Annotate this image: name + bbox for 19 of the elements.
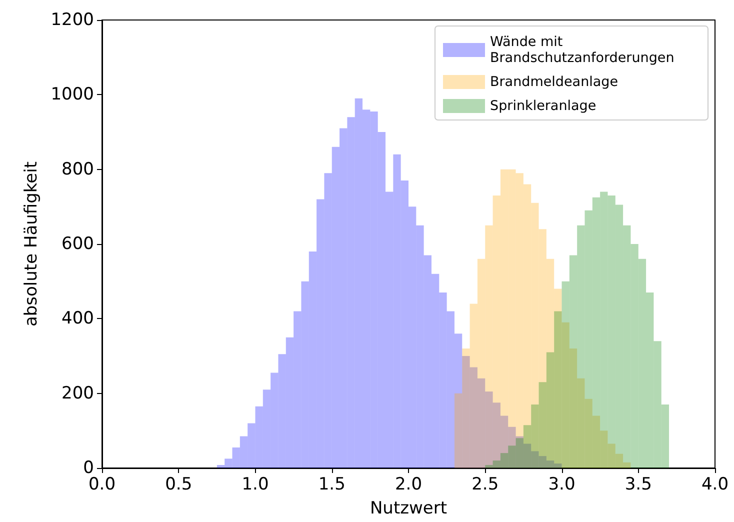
y-tick-label: 1000 <box>50 84 94 105</box>
y-tick-label: 1200 <box>50 10 94 30</box>
x-tick-label: 3.0 <box>548 474 576 494</box>
x-tick-label: 0.5 <box>165 474 192 494</box>
legend-label: Sprinkleranlage <box>490 98 596 114</box>
y-tick-label: 600 <box>62 234 94 254</box>
x-tick-label: 2.0 <box>394 474 422 494</box>
x-tick-label: 1.5 <box>318 474 346 494</box>
x-tick-label: 3.5 <box>624 474 652 494</box>
y-tick-label: 200 <box>62 383 94 404</box>
y-tick-label: 800 <box>62 159 94 180</box>
x-tick-label: 4.0 <box>701 474 729 494</box>
x-tick-label: 1.0 <box>242 474 269 494</box>
x-tick-label: 2.5 <box>472 474 499 494</box>
x-axis-title: Nutzwert <box>370 498 448 518</box>
legend-label: Wände mit Brandschutzanforderungen <box>490 34 674 66</box>
y-tick-label: 400 <box>62 308 94 329</box>
y-axis-title: absolute Häufigkeit <box>21 161 42 327</box>
legend-label: Brandmeldeanlage <box>490 74 618 90</box>
